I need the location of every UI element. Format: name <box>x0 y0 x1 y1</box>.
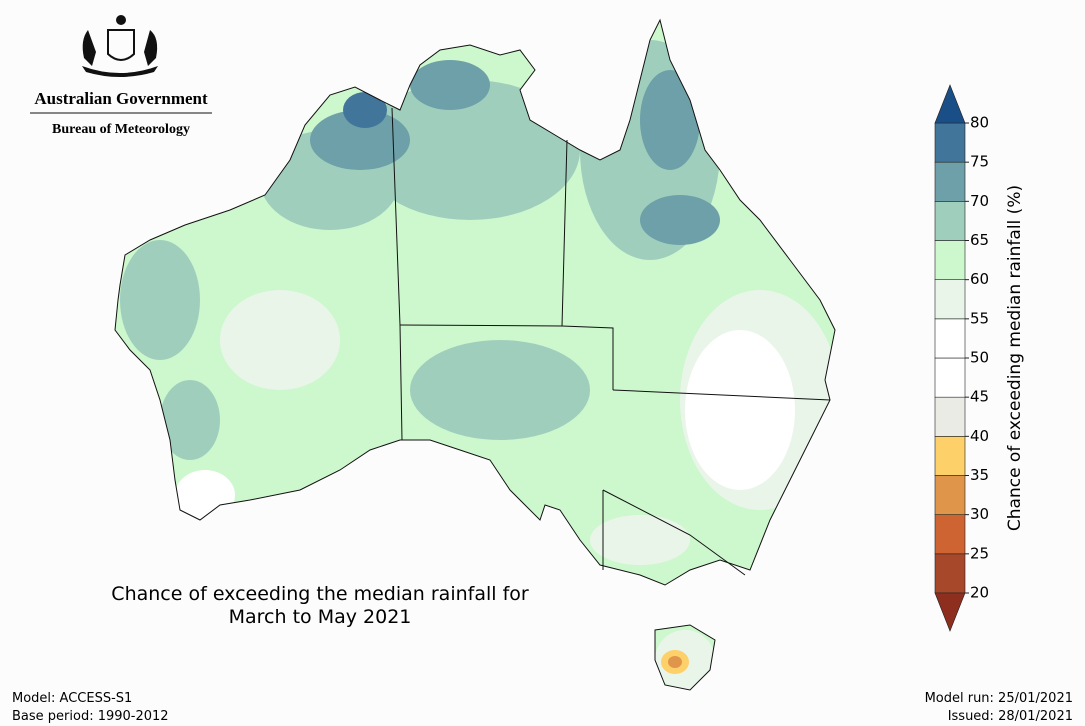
colorbar-tick-label: 75 <box>970 153 989 171</box>
state-borders <box>391 107 831 576</box>
colorbar-segment <box>934 436 966 476</box>
map-title: March to May 2021 <box>229 606 412 628</box>
colorbar: 20 25 30 35 40 45 50 55 60 65 70 75 80 <box>934 84 989 632</box>
colorbar-segment <box>934 553 966 594</box>
colorbar-tick-label: 20 <box>970 584 989 602</box>
colorbar-tick-label: 65 <box>970 231 989 249</box>
colorbar-segment <box>934 279 966 320</box>
bureau-name: Bureau of Meteorology <box>52 122 190 137</box>
colorbar-segment <box>934 240 966 280</box>
colorbar-tick-label: 70 <box>970 192 989 210</box>
footer-text: Model: ACCESS-S1 <box>12 691 132 706</box>
colorbar-tick-label: 35 <box>970 466 989 484</box>
coat-of-arms <box>82 15 158 77</box>
coastline <box>114 18 836 691</box>
colorbar-segment <box>934 161 966 202</box>
colorbar-segment <box>934 475 966 515</box>
colorbar-tick-label: 55 <box>970 309 989 327</box>
colorbar-tick-label: 30 <box>970 505 989 523</box>
colorbar-tick-label: 45 <box>970 388 989 406</box>
footer-text: Model run: 25/01/2021 <box>925 691 1073 706</box>
colorbar-segment <box>934 122 966 163</box>
colorbar-tick-label: 40 <box>970 427 989 445</box>
colorbar-over <box>934 84 966 124</box>
footer-text: Base period: 1990-2012 <box>12 709 169 724</box>
footer-text: Issued: 28/01/2021 <box>948 709 1073 724</box>
colorbar-tick-label: 60 <box>970 270 989 288</box>
colorbar-under <box>934 592 966 632</box>
agency-name: Australian Government <box>34 89 208 108</box>
colorbar-segment <box>934 357 966 398</box>
colorbar-segment <box>934 201 966 241</box>
colorbar-tick-label: 25 <box>970 544 989 562</box>
colorbar-segment <box>934 396 966 437</box>
colorbar-tick-label: 80 <box>970 114 989 132</box>
colorbar-segment <box>934 514 966 555</box>
colorbar-label: Chance of exceeding median rainfall (%) <box>1005 185 1025 531</box>
map-title: Chance of exceeding the median rainfall … <box>111 583 529 605</box>
colorbar-tick-label: 50 <box>970 349 989 367</box>
colorbar-segment <box>934 318 966 359</box>
